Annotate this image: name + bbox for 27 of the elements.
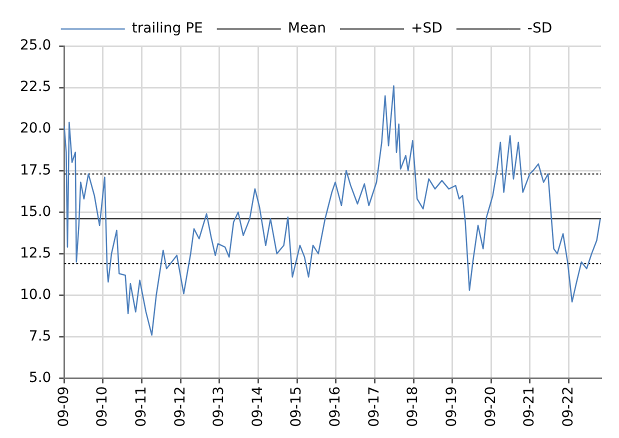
x-tick-label: 09-17: [366, 386, 382, 428]
x-tick-label: 09-13: [211, 386, 228, 428]
y-tick-label: 15.0: [20, 204, 52, 220]
x-tick-label: 09-20: [482, 386, 499, 428]
x-tick-label: 09-22: [560, 386, 576, 428]
y-tick-label: 10.0: [20, 286, 52, 303]
legend-label: +SD: [411, 20, 442, 37]
x-tick-label: 09-21: [522, 386, 538, 428]
y-tick-label: 22.5: [20, 79, 52, 96]
x-tick-label: 09-14: [250, 386, 266, 428]
x-tick-label: 09-18: [405, 386, 422, 428]
y-tick-label: 7.5: [28, 328, 52, 344]
y-tick-label: 25.0: [20, 38, 52, 54]
legend-label: -SD: [527, 20, 552, 37]
legend-label: trailing PE: [132, 20, 203, 37]
x-tick-label: 09-15: [288, 386, 305, 428]
x-tick-label: 09-19: [444, 386, 460, 428]
y-tick-label: 12.5: [20, 245, 52, 262]
x-tick-label: 09-11: [133, 386, 150, 428]
legend-label: Mean: [288, 20, 326, 37]
x-tick-label: 09-10: [94, 386, 111, 428]
x-tick-label: 09-09: [56, 386, 72, 428]
y-tick-label: 5.0: [28, 370, 52, 386]
y-tick-label: 20.0: [20, 120, 52, 137]
x-tick-label: 09-12: [172, 386, 188, 428]
x-tick-label: 09-16: [328, 386, 344, 428]
y-tick-label: 17.5: [20, 162, 52, 178]
